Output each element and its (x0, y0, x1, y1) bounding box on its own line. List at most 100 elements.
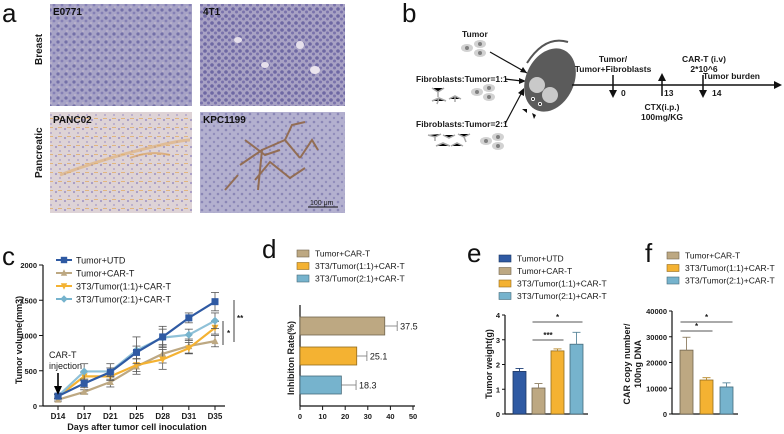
y-axis-label: Tumor weight(g) (484, 329, 494, 399)
y-tick-label: 1500 (20, 296, 37, 305)
fibroblast-cells-icon (427, 133, 471, 147)
arrow-right-icon (774, 81, 782, 89)
y-axis-label-line1: CAR copy number/ (622, 323, 632, 405)
arrow-down-icon (699, 90, 707, 98)
bar-value-label: 18.3 (359, 381, 377, 391)
y-tick-label: 500 (24, 367, 37, 376)
y-axis-label: Inhibiton Rate(%) (286, 321, 296, 395)
triangle-down-marker (60, 283, 68, 290)
row-label-breast: Breast (34, 33, 45, 65)
x-tick-label: 0 (298, 412, 302, 421)
arrow-down-icon (609, 90, 617, 98)
legend-swatch (296, 274, 310, 283)
chart-bars: 0 10 20 30 40 50 37.5 25.1 18.3 (298, 305, 418, 421)
y-tick-label: 20000 (646, 359, 667, 368)
bar (550, 350, 565, 415)
bar (569, 343, 584, 415)
legend-label: 3T3/Tumor(2:1)+CAR-T (315, 274, 405, 284)
event-label: Tumor+Fibroblasts (575, 64, 652, 74)
legend-label: 3T3/Tumor(2:1)+CAR-T (517, 291, 607, 301)
panel-b: b Tumor Fibroblasts:Tumor=1:1 Fibroblast… (402, 0, 782, 150)
significance-marker: *** (543, 331, 553, 340)
square-marker (211, 298, 219, 306)
chart-legend: Tumor+UTD Tumor+CAR-T 3T3/Tumor(1:1)+CAR-T… (56, 256, 171, 305)
significance-marker: * (705, 313, 709, 322)
tumor-cells-icon (471, 84, 495, 101)
event-day: 13 (664, 88, 674, 98)
panel-label-a: a (2, 0, 17, 28)
x-tick-label: D35 (208, 412, 223, 421)
legend-swatch (498, 279, 512, 288)
significance-marker: * (556, 313, 560, 322)
chart-legend: Tumor+CAR-T 3T3/Tumor(1:1)+CAR-T 3T3/Tumor… (666, 251, 775, 286)
group-label-ratio-2-1: Fibroblasts:Tumor=2:1 (416, 119, 508, 129)
legend-swatch (666, 276, 680, 285)
legend-label: 3T3/Tumor(1:1)+CAR-T (315, 261, 405, 271)
y-tick-label: 0 (663, 410, 667, 419)
tumor-cells-icon (461, 40, 486, 57)
panel-label-f: f (645, 238, 653, 268)
group-label-tumor: Tumor (462, 29, 489, 39)
chart-axes: 0 500 1000 1500 2000 D14 D17 D21 D25 D28 D31 D35 (20, 261, 225, 421)
legend-label: 3T3/Tumor(1:1)+CAR-T (517, 279, 607, 289)
histology-image-4t1: 4T1 (200, 4, 345, 106)
x-tick-label: 50 (409, 412, 417, 421)
y-tick-label: 1000 (20, 332, 37, 341)
y-tick-label: 40000 (646, 307, 667, 316)
y-tick-label: 0 (496, 410, 500, 419)
y-tick-label: 1 (496, 385, 500, 394)
image-label: PANC02 (53, 115, 92, 126)
x-tick-label: D21 (103, 412, 118, 421)
panel-label-e: e (467, 238, 481, 268)
scale-bar-label: 100 μm (310, 200, 334, 207)
event-label: CAR-T (i.v) (682, 54, 726, 64)
x-tick-label: 20 (341, 412, 349, 421)
legend-swatch (498, 267, 512, 275)
y-tick-label: 30000 (646, 333, 667, 342)
legend-label: 3T3/Tumor(2:1)+CAR-T (685, 276, 775, 286)
legend-label: Tumor+CAR-T (76, 269, 135, 279)
legend-swatch (498, 292, 512, 300)
panel-a: a Breast Pancreatic E0771 4T1 PANC02 (2, 0, 345, 213)
event-label: CTX(i.p.) (645, 102, 680, 112)
chart-series (54, 292, 219, 403)
legend-label: 3T3/Tumor(2:1)+CAR-T (76, 295, 171, 305)
legend-swatch (666, 264, 680, 272)
bar (679, 349, 694, 415)
image-label: 4T1 (203, 7, 221, 18)
panel-d-bar-chart: d Tumor+CAR-T 3T3/Tumor(1:1)+CAR-T 3T3/Tum… (262, 234, 418, 421)
bar (719, 386, 734, 415)
y-tick-label: 0 (33, 402, 37, 411)
legend-label: 3T3/Tumor(1:1)+CAR-T (685, 263, 775, 273)
triangle-up-marker (211, 337, 219, 345)
y-tick-label: 4 (496, 311, 501, 320)
triangle-down-marker (159, 356, 167, 364)
bar-value-label: 37.5 (400, 322, 418, 332)
legend-swatch (666, 251, 680, 260)
event-day: 0 (621, 88, 626, 98)
image-label: KPC1199 (203, 115, 246, 126)
square-marker (80, 379, 88, 387)
y-tick-label: 2000 (20, 261, 37, 270)
legend-swatch (296, 249, 310, 258)
arrow-down-icon (54, 386, 62, 395)
triangle-up-marker (106, 378, 114, 386)
tumor-cells-icon (480, 133, 504, 150)
diamond-marker (60, 295, 68, 303)
y-tick-label: 10000 (646, 384, 667, 393)
significance-marker: * (227, 329, 231, 338)
fibroblast-cells-icon (431, 87, 462, 105)
timeline: Tumor burden Tumor/ Tumor+Fibroblasts 0 … (572, 54, 782, 122)
annotation-line2: injection (49, 361, 82, 371)
arrow-up-icon (658, 73, 666, 81)
bar (512, 371, 527, 415)
triangle-up-marker (80, 387, 88, 395)
image-label: E0771 (53, 7, 82, 18)
row-label-pancreatic: Pancreatic (34, 127, 45, 178)
x-tick-label: D28 (155, 412, 170, 421)
y-tick-label: 2 (496, 361, 500, 370)
diamond-marker (184, 330, 193, 339)
bar (699, 379, 714, 415)
event-label: 2*10^6 (690, 64, 717, 74)
y-tick-label: 3 (496, 336, 500, 345)
